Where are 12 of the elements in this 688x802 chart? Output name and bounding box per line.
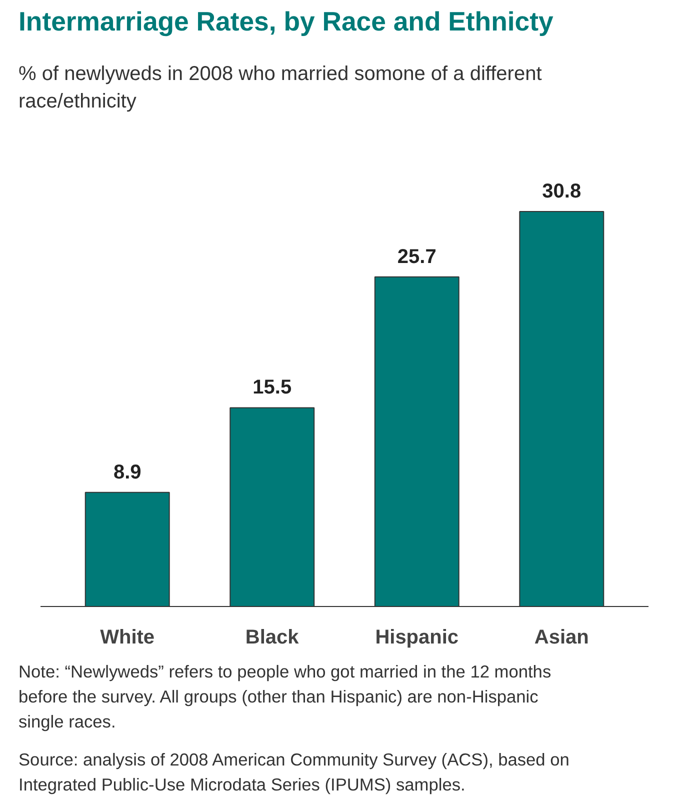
x-tick-label: Black (245, 626, 300, 648)
x-tick-label: White (100, 626, 155, 648)
data-label: 30.8 (542, 180, 582, 202)
data-label: 15.5 (252, 376, 292, 399)
data-label: 25.7 (397, 246, 436, 268)
x-tick-label: Asian (534, 626, 589, 648)
source-note: Source: analysis of 2008 American Community Survey (ACS), based on Integrated Public-Use Microdata Series (IPUMS) samples. (18, 750, 570, 794)
text: Note: “Newlyweds” refers to people who got married in the 12 months before the survey. All groups (other than Hispanic) are non-Hispanic single races. (18, 662, 552, 732)
x-tick-label: Hispanic (375, 626, 459, 648)
chart-subtitle: % of newlyweds in 2008 who married somone of a different race/ethnicity (18, 63, 542, 112)
data-label: 8.9 (113, 461, 142, 484)
chart-title: Intermarriage Rates, by Race and Ethnicty (18, 6, 554, 36)
